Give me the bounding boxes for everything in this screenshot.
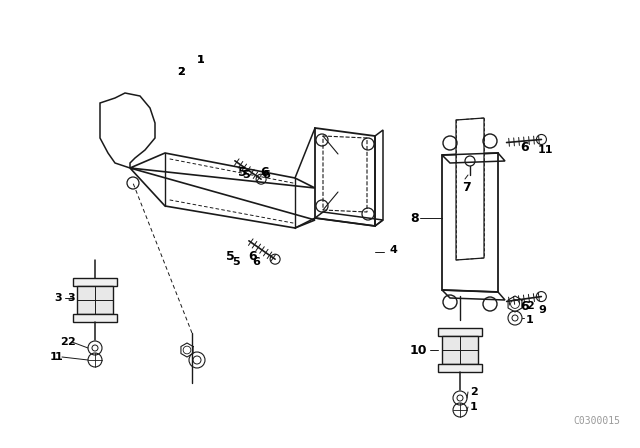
Text: 1: 1 [50, 352, 58, 362]
Text: 2: 2 [60, 337, 68, 347]
Text: 11: 11 [538, 145, 554, 155]
Text: 5: 5 [238, 165, 247, 178]
Text: 6: 6 [248, 250, 257, 263]
Text: C0300015: C0300015 [573, 416, 620, 426]
Polygon shape [73, 314, 117, 322]
Text: 6: 6 [252, 257, 260, 267]
Text: 2: 2 [526, 301, 534, 311]
Polygon shape [315, 128, 375, 226]
Text: 1: 1 [197, 55, 205, 65]
Text: 9: 9 [538, 305, 546, 315]
Text: 2: 2 [67, 337, 75, 347]
Text: 1: 1 [526, 315, 534, 325]
Text: 8: 8 [410, 211, 419, 224]
Text: 1: 1 [55, 352, 63, 362]
Text: 6: 6 [520, 141, 529, 154]
Text: 6: 6 [262, 170, 270, 180]
Text: 2: 2 [470, 387, 477, 397]
Text: 10: 10 [410, 344, 428, 357]
Text: 5: 5 [232, 257, 239, 267]
Text: 2: 2 [177, 67, 185, 77]
Text: 4: 4 [390, 245, 398, 255]
Text: 1: 1 [470, 402, 477, 412]
Text: 7: 7 [462, 181, 471, 194]
Text: 1: 1 [197, 55, 205, 65]
Text: 5: 5 [242, 170, 250, 180]
Text: 6: 6 [260, 165, 269, 178]
Polygon shape [456, 118, 484, 260]
Polygon shape [442, 336, 478, 364]
Text: 6: 6 [520, 300, 529, 313]
Polygon shape [77, 286, 113, 314]
Polygon shape [438, 328, 482, 336]
Polygon shape [73, 278, 117, 286]
Text: 5: 5 [226, 250, 235, 263]
Polygon shape [442, 153, 498, 292]
Text: 2: 2 [177, 67, 185, 77]
Text: 3: 3 [54, 293, 61, 303]
Polygon shape [438, 364, 482, 372]
Text: 3: 3 [67, 293, 75, 303]
